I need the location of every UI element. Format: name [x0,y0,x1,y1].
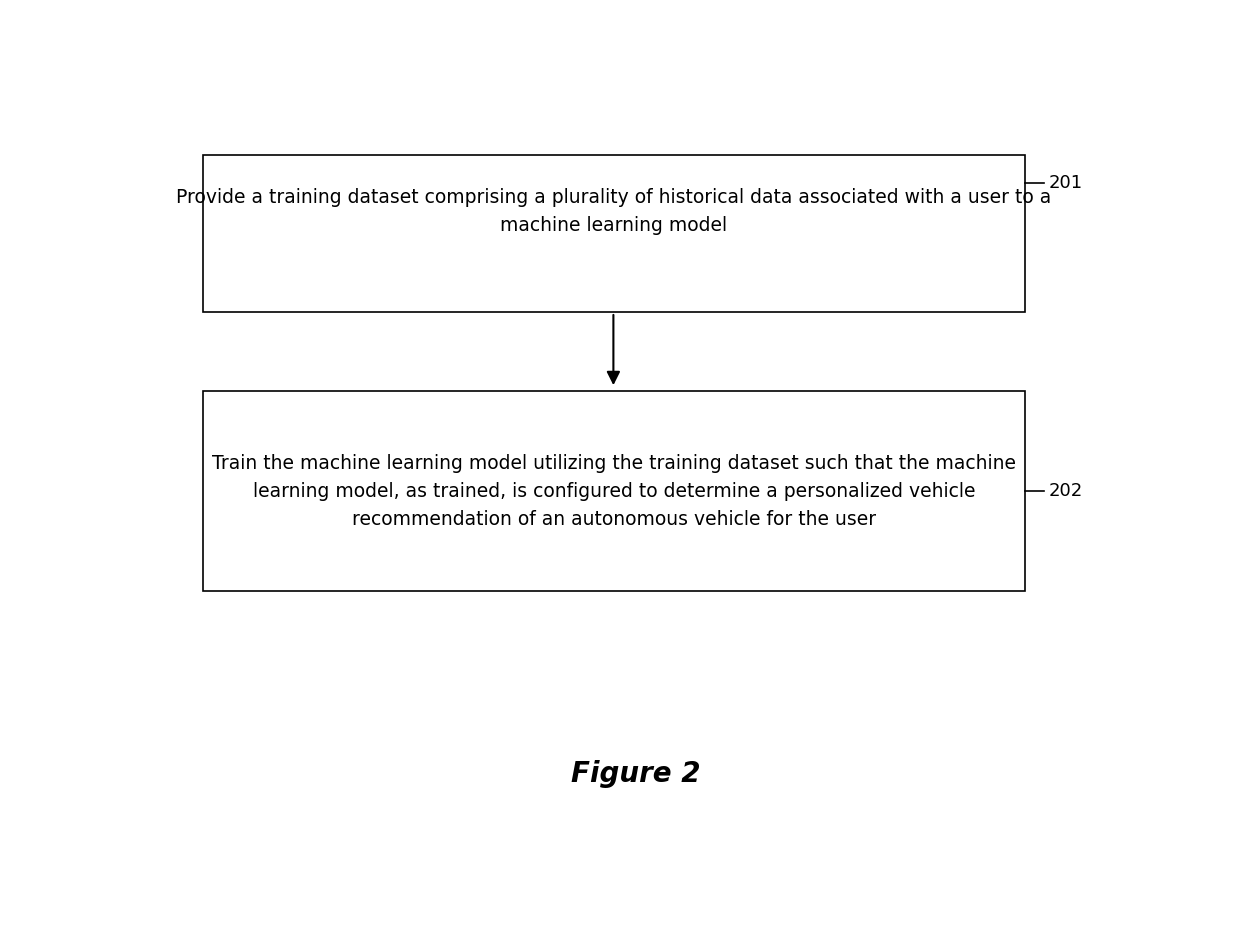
Bar [203,154,1024,312]
Text: 201: 201 [1049,174,1083,193]
Text: Train the machine learning model utilizing the training dataset such that the ma: Train the machine learning model utilizi… [212,454,1016,528]
Text: 202: 202 [1049,482,1083,500]
Text: Provide a training dataset comprising a plurality of historical data associated : Provide a training dataset comprising a … [176,189,1052,235]
Text: Figure 2: Figure 2 [570,760,701,788]
Bar [203,391,1024,591]
